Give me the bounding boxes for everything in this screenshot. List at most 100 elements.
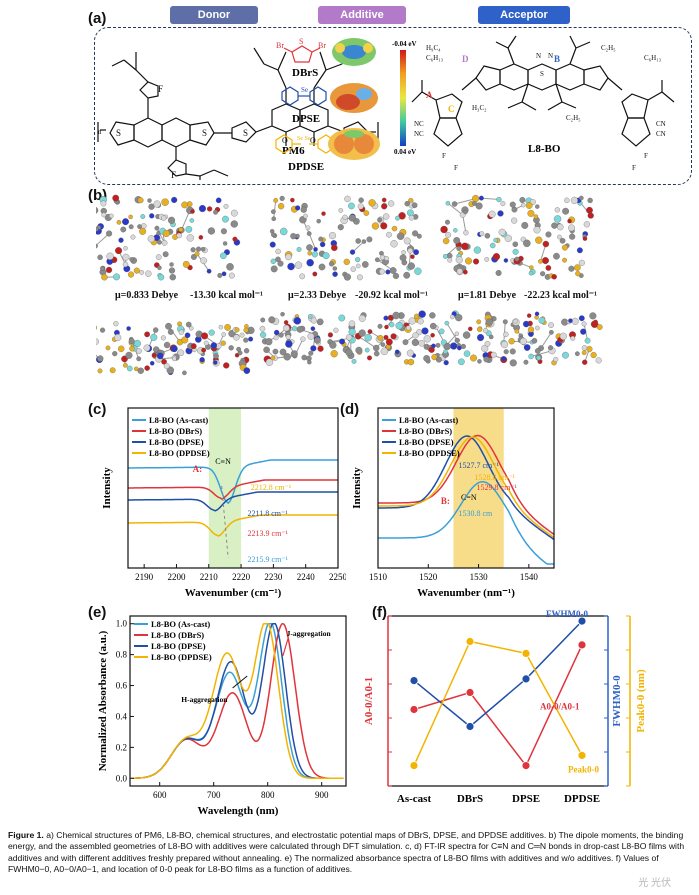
svg-text:F: F — [644, 152, 648, 160]
annotation-a: A: — [193, 464, 203, 474]
legend-label: L8-BO (DPDSE) — [149, 448, 210, 458]
dipole-2: μ=2.33 Debye — [288, 290, 347, 301]
site-d: D — [462, 54, 469, 64]
xtick-label: 2240 — [297, 572, 316, 582]
svg-text:NC: NC — [414, 130, 424, 138]
legend-label: L8-BO (DBrS) — [151, 630, 204, 640]
point — [409, 761, 419, 771]
pm6-structure — [97, 47, 379, 180]
label-peak: Peak0-0 — [568, 764, 599, 774]
annotation-b: B: — [441, 496, 450, 506]
category-label: DPSE — [512, 793, 540, 805]
svg-text:S: S — [299, 37, 303, 46]
point — [521, 674, 531, 684]
xtick-label: 2210 — [200, 572, 219, 582]
svg-text:C₆H₁₃: C₆H₁₃ — [644, 54, 662, 62]
legend-label: L8-BO (As-cast) — [151, 619, 210, 629]
xtick-label: 600 — [153, 790, 167, 800]
svg-text:S: S — [116, 128, 121, 138]
geometry-bottom-2 — [259, 310, 435, 366]
annotation-bond: C=N — [461, 493, 477, 502]
y-axis-label: Normalized Absorbance (a.u.) — [97, 630, 109, 771]
ftir-c=n-chart: 1510 1520 1530 1540 Wavenumber (nm⁻¹) Intensi… — [351, 407, 555, 599]
pm6-label: PM6 — [282, 145, 305, 157]
x-axis-label: Wavelength (nm) — [198, 805, 279, 817]
site-b: B — [554, 54, 560, 64]
svg-text:O: O — [282, 136, 288, 145]
ytick-label: 0.8 — [116, 650, 128, 660]
point — [409, 705, 419, 714]
series-3 — [131, 622, 344, 780]
point — [521, 761, 531, 771]
ytick-label: 0.6 — [116, 681, 128, 691]
svg-text:H₉C₄: H₉C₄ — [426, 44, 441, 52]
dpdse-structure — [275, 134, 335, 154]
series-3 — [378, 436, 555, 539]
svg-text:C₆H₁₃: C₆H₁₃ — [426, 54, 444, 62]
energy-3: -22.23 kcal mol⁻¹ — [524, 290, 597, 301]
dpdse-label: DPDSE — [288, 161, 324, 173]
svg-text:S: S — [540, 70, 544, 78]
annotation-dbrs: 1529.8 cm⁻¹ — [477, 483, 518, 492]
annotation-dpdse: 1528.8 cm⁻¹ — [475, 473, 516, 482]
svg-text:NC: NC — [414, 120, 424, 128]
xtick-label: 900 — [315, 790, 329, 800]
x-axis-label: Wavenumber (cm⁻¹) — [185, 587, 282, 599]
svg-text:F: F — [171, 170, 176, 180]
legend-label: L8-BO (DPDSE) — [399, 448, 460, 458]
annotation-bond: C≡N — [215, 457, 231, 466]
x-axis-label: Wavenumber (nm⁻¹) — [417, 587, 515, 599]
esp-colorbar — [400, 50, 406, 146]
annotation-dpdse: 2212.8 cm⁻¹ — [251, 483, 292, 492]
dft-geometries — [96, 194, 603, 376]
geometry-bottom-3 — [428, 310, 603, 367]
category-label: DPDSE — [564, 793, 600, 805]
additive-header: Additive — [318, 6, 406, 24]
svg-text:Br: Br — [318, 41, 326, 50]
esp-min: 0.04 eV — [394, 148, 416, 156]
geometry-top-2 — [269, 195, 422, 281]
legend-label: L8-BO (As-cast) — [399, 415, 458, 425]
svg-text:F: F — [158, 84, 163, 94]
point — [465, 722, 475, 731]
panel-a-frame — [94, 27, 692, 185]
legend-label: L8-BO (DPSE) — [151, 641, 206, 651]
panel-f-letter: (f) — [372, 604, 387, 621]
annotation-ascast: 1530.8 cm — [458, 509, 493, 518]
xtick-label: 2230 — [264, 572, 283, 582]
point — [577, 640, 587, 650]
annotation-h: H-aggregation — [181, 695, 228, 704]
dipole-1: μ=0.833 Debye — [115, 290, 179, 301]
y-axis-label: Intensity — [101, 467, 113, 509]
xtick-label: 1540 — [520, 572, 539, 582]
caption-text: a) Chemical structures of PM6, L8-BO, ch… — [8, 830, 685, 874]
y1-axis-label: A0-0/A0-1 — [363, 677, 375, 725]
esp-max: -0.04 eV — [392, 40, 417, 48]
annotation-h-arrow — [232, 675, 248, 689]
point — [465, 637, 475, 646]
annotation-dpse: 2211.8 cm⁻¹ — [248, 509, 289, 518]
panel-a-letter: (a) — [88, 10, 107, 27]
geometry-bottom-1 — [96, 321, 255, 376]
dipole-3: μ=1.81 Debye — [458, 290, 517, 301]
series-0 — [378, 481, 554, 565]
energy-2: -20.92 kcal mol⁻¹ — [355, 290, 428, 301]
label-ratio: A0-0/A0-1 — [540, 702, 580, 712]
caption-label: Figure 1. — [8, 830, 44, 840]
watermark: 光 光伏 — [638, 878, 671, 889]
series-2 — [378, 435, 555, 541]
site-c: C — [448, 104, 455, 114]
svg-text:H₃C₂: H₃C₂ — [472, 104, 487, 112]
y2-axis-label: FWHM0-0 — [611, 675, 623, 727]
legend-label: L8-BO (DPSE) — [399, 437, 454, 447]
y-axis-label: Intensity — [351, 467, 363, 509]
category-label: DBrS — [457, 793, 483, 805]
cn-band — [208, 408, 242, 568]
cn-band — [453, 408, 504, 568]
series-3 — [128, 514, 338, 537]
point — [521, 649, 531, 658]
xtick-label: 2200 — [167, 572, 186, 582]
dbrs-structure — [283, 45, 321, 63]
